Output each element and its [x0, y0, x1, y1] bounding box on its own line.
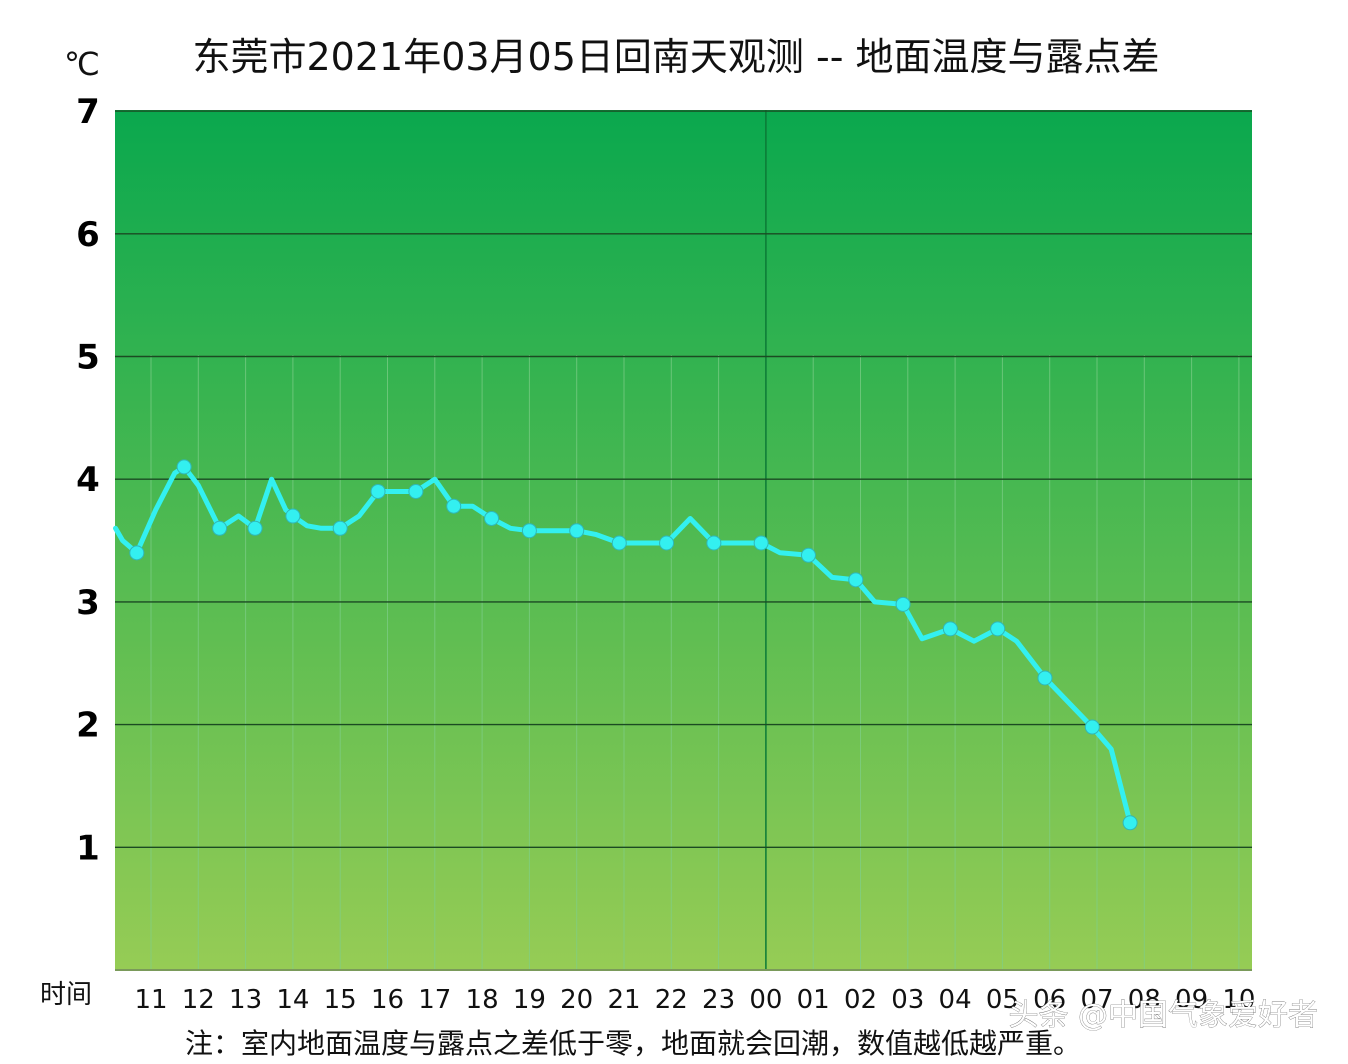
x-tick-label: 20 — [560, 985, 593, 1015]
x-tick-label: 11 — [134, 985, 167, 1015]
data-point — [446, 498, 462, 514]
x-tick-label: 09 — [1175, 985, 1208, 1015]
x-tick-label: 01 — [797, 985, 830, 1015]
y-tick-label: 1 — [76, 828, 100, 868]
y-tick-label: 7 — [76, 92, 100, 132]
x-tick-label: 12 — [182, 985, 215, 1015]
x-tick-label: 17 — [418, 985, 451, 1015]
series-line — [113, 464, 1133, 826]
data-point — [800, 547, 816, 563]
x-tick-label: 16 — [371, 985, 404, 1015]
data-point — [212, 520, 228, 536]
data-point — [408, 483, 424, 499]
data-point — [521, 523, 537, 539]
y-tick-layer: 1 2 3 4 5 6 7 — [76, 92, 100, 868]
x-tick-label: 06 — [1033, 985, 1066, 1015]
y-tick-label: 3 — [76, 583, 100, 623]
data-point — [176, 459, 192, 475]
x-tick-label: 05 — [986, 985, 1019, 1015]
x-tick-label: 10 — [1222, 985, 1255, 1015]
chart-note: 注：室内地面温度与露点之差低于零，地面就会回潮，数值越低越严重。 — [185, 1027, 1081, 1060]
data-point — [332, 520, 348, 536]
data-point — [484, 510, 500, 526]
data-point — [1122, 815, 1138, 831]
data-point — [370, 483, 386, 499]
data-point — [285, 508, 301, 524]
x-tick-label: 08 — [1128, 985, 1161, 1015]
y-tick-label: 4 — [76, 460, 100, 500]
x-tick-label: 19 — [513, 985, 546, 1015]
data-point — [611, 535, 627, 551]
x-tick-label: 07 — [1080, 985, 1113, 1015]
x-tick-label: 22 — [655, 985, 688, 1015]
x-tick-label: 03 — [891, 985, 924, 1015]
x-tick-label: 21 — [607, 985, 640, 1015]
series-layer — [113, 459, 1138, 831]
x-tick-label: 15 — [324, 985, 357, 1015]
y-tick-label: 6 — [76, 215, 100, 255]
data-point — [990, 621, 1006, 637]
chart-title: 东莞市2021年03月05日回南天观测 -- 地面温度与露点差 — [193, 35, 1160, 79]
x-tick-label: 02 — [844, 985, 877, 1015]
data-point — [659, 535, 675, 551]
data-point — [753, 535, 769, 551]
x-tick-layer: 11 12 13 14 15 16 17 18 19 20 21 22 23 00 01 02 03 04 05 06… — [134, 985, 1255, 1015]
x-tick-label: 23 — [702, 985, 735, 1015]
data-point — [129, 545, 145, 561]
data-point — [895, 596, 911, 612]
data-point — [1084, 719, 1100, 735]
watermark: 头条 @中国气象爱好者 — [1008, 998, 1318, 1033]
data-point — [1037, 670, 1053, 686]
x-axis-label: 时间 — [40, 980, 92, 1010]
data-point — [569, 523, 585, 539]
data-point — [706, 535, 722, 551]
x-tick-label: 04 — [939, 985, 972, 1015]
y-tick-label: 5 — [76, 338, 100, 378]
x-tick-label: 13 — [229, 985, 262, 1015]
y-unit-label: ℃ — [64, 45, 100, 83]
data-point — [247, 520, 263, 536]
data-point — [848, 572, 864, 588]
data-point — [942, 621, 958, 637]
x-tick-label: 14 — [276, 985, 309, 1015]
x-tick-label: 18 — [466, 985, 499, 1015]
y-tick-label: 2 — [76, 706, 100, 746]
x-tick-label: 00 — [749, 985, 782, 1015]
plot-area — [115, 110, 1252, 970]
